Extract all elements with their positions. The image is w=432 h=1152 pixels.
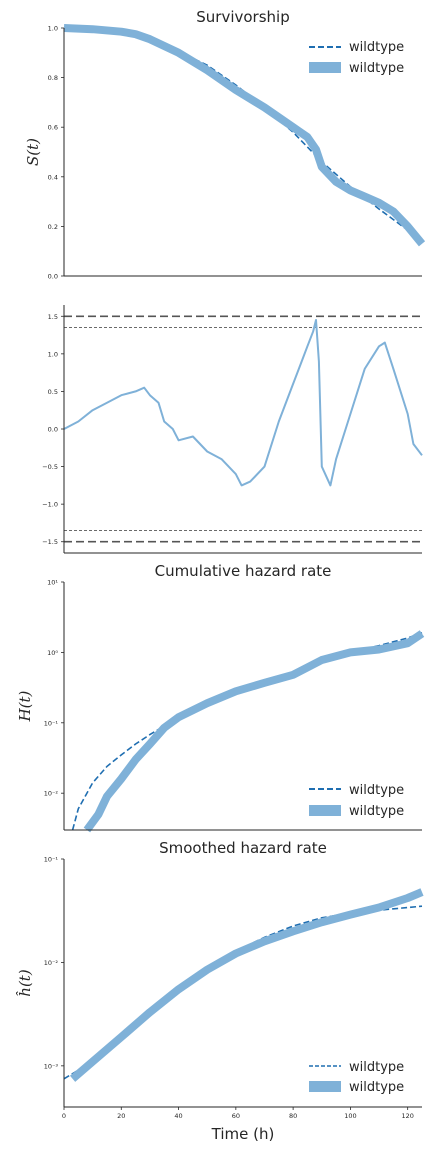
- xtick-label: 0: [62, 1112, 66, 1120]
- series-band: [83, 630, 425, 833]
- ytick-label: 10⁻³: [44, 1062, 59, 1070]
- cumulative-hazard-title: Cumulative hazard rate: [155, 562, 332, 580]
- survivorship-series: [63, 24, 426, 247]
- legend-label: wildtype: [349, 1060, 404, 1075]
- xtick-label: 120: [401, 1112, 413, 1120]
- series-band: [63, 24, 426, 247]
- ytick-label: 10⁻¹: [44, 719, 59, 727]
- survivorship-ylabel: S(t): [24, 138, 42, 166]
- legend-label: wildtype: [349, 783, 404, 798]
- ytick-label: 1.5: [48, 313, 58, 321]
- deviation-series: [63, 319, 423, 487]
- ytick-label: 0.6: [48, 124, 58, 132]
- smoothed-hazard-title: Smoothed hazard rate: [159, 839, 327, 857]
- legend-swatch-band: [309, 1081, 341, 1092]
- series-dashed-line: [63, 27, 423, 240]
- ytick-label: 0.4: [48, 173, 58, 181]
- xtick-label: 40: [174, 1112, 182, 1120]
- cumulative-hazard-yticks: 10⁻² 10⁻¹ 10⁰ 10¹: [44, 579, 64, 798]
- cumulative-hazard-legend: wildtype wildtype: [309, 783, 404, 819]
- ytick-label: 10⁻¹: [44, 856, 59, 864]
- x-axis-label: Time (h): [211, 1125, 275, 1143]
- smoothed-hazard-panel: Smoothed hazard rate ĥ(t) 10⁻³ 10⁻² 10⁻¹ 0…: [16, 839, 424, 1143]
- ytick-label: 0.2: [48, 223, 58, 231]
- smoothed-hazard-yticks: 10⁻³ 10⁻² 10⁻¹: [44, 856, 64, 1070]
- series-band: [69, 888, 424, 1082]
- survivorship-yticks: 0.0 0.2 0.4 0.6 0.8 1.0: [48, 25, 64, 281]
- smoothed-hazard-xticks: 0 20 40 60 80 100 120: [62, 1107, 414, 1120]
- smoothed-hazard-ylabel: ĥ(t): [16, 969, 34, 997]
- xtick-label: 100: [344, 1112, 356, 1120]
- xtick-label: 60: [232, 1112, 240, 1120]
- series-dashed-line: [63, 905, 423, 1080]
- ytick-label: 0.0: [48, 426, 58, 434]
- ytick-label: 0.5: [48, 388, 58, 396]
- legend-label: wildtype: [349, 61, 404, 76]
- ytick-label: 1.0: [48, 350, 58, 358]
- smoothed-hazard-series: [63, 888, 424, 1082]
- deviation-panel: −1.5 −1.0 −0.5 0.0 0.5 1.0 1.5: [42, 305, 423, 554]
- survivorship-panel: Survivorship S(t) 0.0 0.2 0.4 0.6 0.8 1.0 wil…: [24, 8, 426, 281]
- legend-label: wildtype: [349, 40, 404, 55]
- legend-label: wildtype: [349, 1080, 404, 1095]
- deviation-yticks: −1.5 −1.0 −0.5 0.0 0.5 1.0 1.5: [42, 313, 64, 546]
- survivorship-title: Survivorship: [196, 8, 289, 26]
- smoothed-hazard-legend: wildtype wildtype: [309, 1060, 404, 1095]
- cumulative-hazard-ylabel: H(t): [16, 690, 34, 722]
- xtick-label: 20: [117, 1112, 125, 1120]
- ytick-label: 10¹: [47, 579, 58, 587]
- ytick-label: −1.0: [42, 501, 58, 509]
- ytick-label: 10⁰: [47, 649, 58, 657]
- legend-label: wildtype: [349, 804, 404, 819]
- ytick-label: 0.8: [48, 74, 58, 82]
- ytick-label: −0.5: [42, 463, 58, 471]
- ytick-label: 10⁻²: [44, 959, 59, 967]
- deviation-reference-lines: [64, 315, 422, 543]
- survivorship-legend: wildtype wildtype: [309, 40, 404, 76]
- cumulative-hazard-series: [71, 630, 425, 833]
- series-dashed-line: [71, 632, 423, 831]
- ytick-label: 0.0: [48, 273, 58, 281]
- legend-swatch-band: [309, 62, 341, 73]
- ytick-label: 1.0: [48, 25, 58, 33]
- ytick-label: 10⁻²: [44, 790, 59, 798]
- ytick-label: −1.5: [42, 538, 58, 546]
- series-line: [63, 319, 423, 487]
- xtick-label: 80: [289, 1112, 297, 1120]
- legend-swatch-band: [309, 805, 341, 816]
- cumulative-hazard-panel: Cumulative hazard rate H(t) 10⁻²10⁻¹10⁰1…: [16, 562, 425, 833]
